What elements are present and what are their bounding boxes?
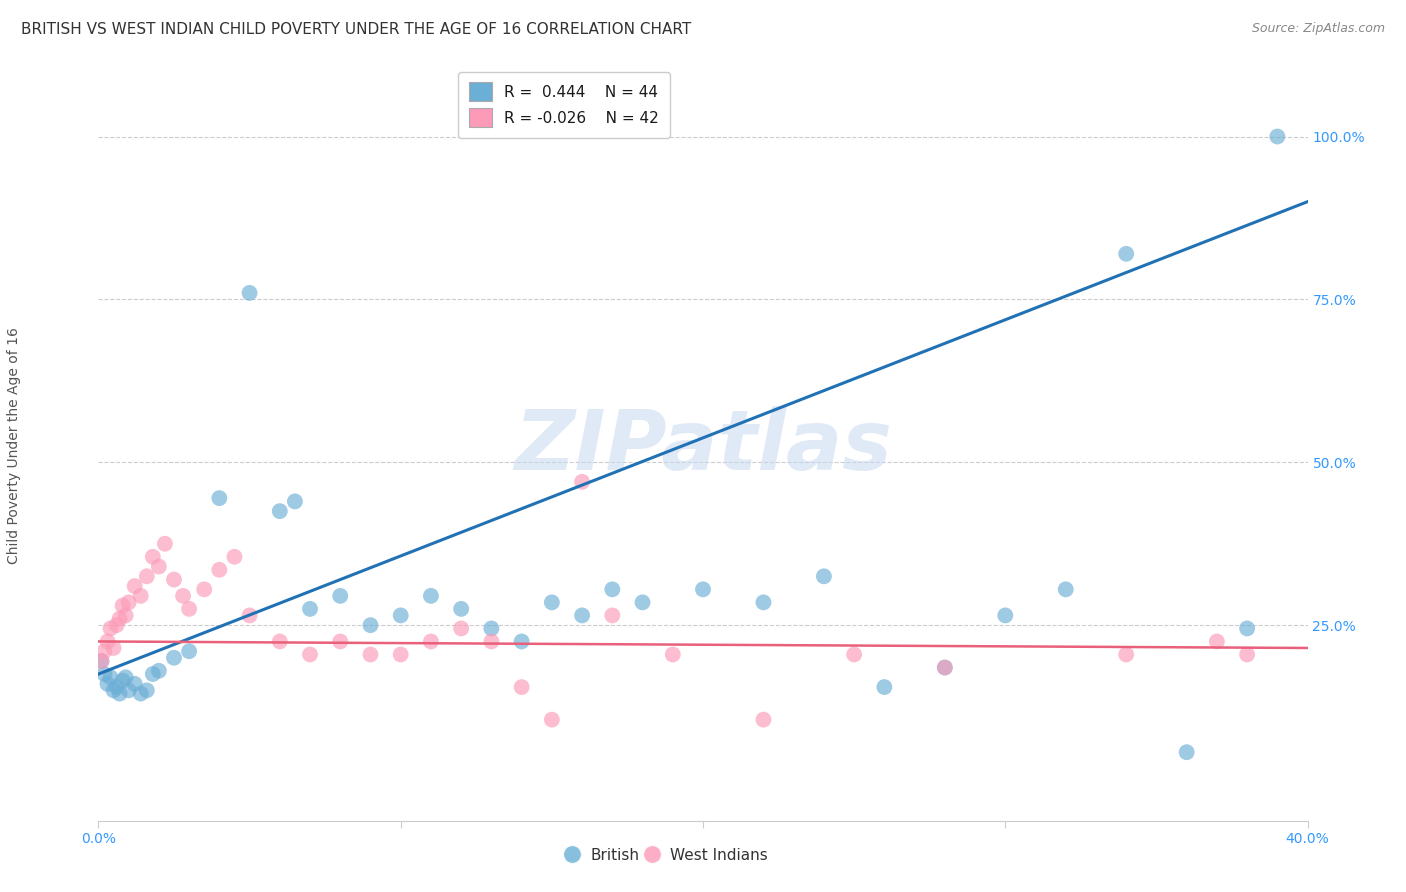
Point: [239, 608, 262, 623]
Point: [239, 285, 262, 300]
Point: [100, 670, 122, 684]
Point: [934, 660, 956, 674]
Point: [96, 677, 118, 691]
Point: [124, 677, 146, 691]
Point: [114, 608, 136, 623]
Point: [118, 595, 141, 609]
Point: [540, 595, 562, 609]
Point: [1206, 634, 1229, 648]
Text: ZIPatlas: ZIPatlas: [515, 406, 891, 486]
Point: [873, 680, 896, 694]
Point: [571, 475, 593, 489]
Point: [111, 673, 134, 688]
Point: [571, 608, 593, 623]
Point: [269, 634, 291, 648]
Point: [108, 612, 131, 626]
Point: [224, 549, 246, 564]
Point: [420, 634, 443, 648]
Point: [105, 618, 128, 632]
Point: [450, 602, 472, 616]
Point: [153, 537, 176, 551]
Point: [284, 494, 307, 508]
Point: [752, 595, 775, 609]
Point: [631, 595, 654, 609]
Point: [1115, 247, 1137, 261]
Point: [1115, 648, 1137, 662]
Point: [1236, 622, 1258, 636]
Point: [118, 683, 141, 698]
Point: [163, 650, 186, 665]
Point: [299, 648, 322, 662]
Point: [360, 648, 382, 662]
Point: [142, 549, 165, 564]
Point: [420, 589, 443, 603]
Point: [1175, 745, 1198, 759]
Point: [193, 582, 215, 597]
Point: [96, 634, 118, 648]
Point: [752, 713, 775, 727]
Point: [179, 644, 201, 658]
Point: [103, 640, 125, 655]
Point: [172, 589, 194, 603]
Point: [93, 644, 115, 658]
Point: [389, 608, 412, 623]
Text: BRITISH VS WEST INDIAN CHILD POVERTY UNDER THE AGE OF 16 CORRELATION CHART: BRITISH VS WEST INDIAN CHILD POVERTY UND…: [21, 22, 692, 37]
Point: [93, 667, 115, 681]
Point: [105, 680, 128, 694]
Text: Child Poverty Under the Age of 16: Child Poverty Under the Age of 16: [7, 327, 21, 565]
Point: [540, 713, 562, 727]
Point: [994, 608, 1017, 623]
Point: [692, 582, 714, 597]
Point: [934, 660, 956, 674]
Point: [100, 622, 122, 636]
Point: [208, 491, 231, 505]
Point: [142, 667, 165, 681]
Point: [135, 569, 157, 583]
Point: [111, 599, 134, 613]
Point: [661, 648, 683, 662]
Point: [129, 687, 152, 701]
Point: [135, 683, 157, 698]
Point: [269, 504, 291, 518]
Point: [129, 589, 152, 603]
Point: [90, 654, 112, 668]
Point: [108, 687, 131, 701]
Point: [124, 579, 146, 593]
Point: [450, 622, 472, 636]
Point: [481, 622, 503, 636]
Point: [114, 670, 136, 684]
Point: [389, 648, 412, 662]
Point: [90, 654, 112, 668]
Point: [299, 602, 322, 616]
Point: [1236, 648, 1258, 662]
Point: [208, 563, 231, 577]
Point: [1054, 582, 1077, 597]
Point: [329, 589, 352, 603]
Point: [179, 602, 201, 616]
Point: [602, 608, 624, 623]
Point: [481, 634, 503, 648]
Point: [148, 559, 170, 574]
Point: [844, 648, 866, 662]
Point: [148, 664, 170, 678]
Point: [813, 569, 835, 583]
Point: [360, 618, 382, 632]
Point: [329, 634, 352, 648]
Point: [1267, 129, 1289, 144]
Point: [602, 582, 624, 597]
Text: Source: ZipAtlas.com: Source: ZipAtlas.com: [1251, 22, 1385, 36]
Legend: British, West Indians: British, West Indians: [560, 842, 773, 869]
Point: [510, 680, 533, 694]
Point: [103, 683, 125, 698]
Point: [510, 634, 533, 648]
Point: [163, 573, 186, 587]
